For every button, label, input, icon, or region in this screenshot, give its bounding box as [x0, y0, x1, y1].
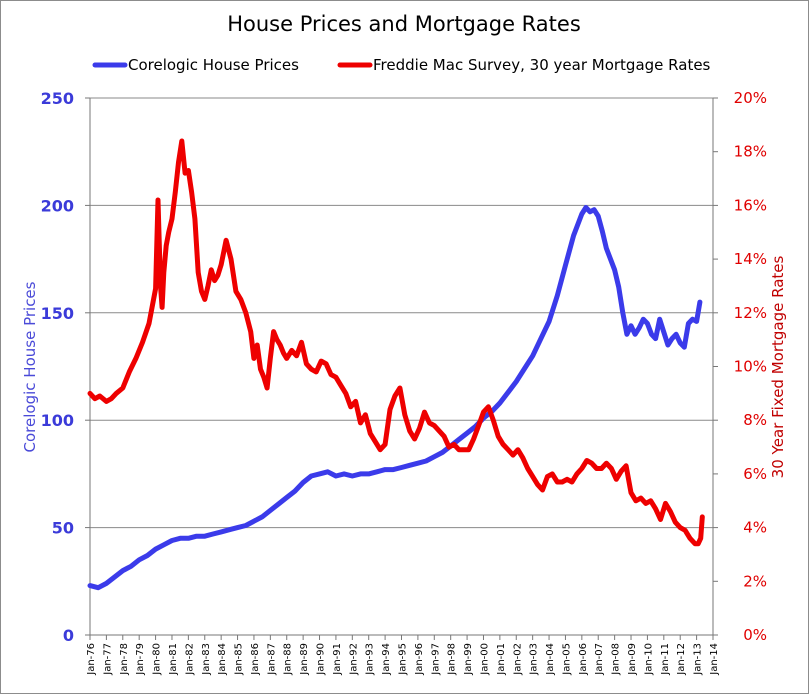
- y-left-tick-label: 0: [63, 626, 74, 645]
- y-left-tick-label: 250: [41, 89, 74, 108]
- x-tick-label: Jan-06: [578, 643, 589, 676]
- x-tick-label: Jan-13: [693, 643, 704, 676]
- axes: [89, 98, 714, 636]
- y-right-tick-label: 12%: [734, 304, 767, 322]
- y-left-tick-label: 200: [41, 196, 74, 215]
- x-tick-label: Jan-09: [627, 643, 638, 676]
- legend-label-house-prices: Corelogic House Prices: [128, 56, 299, 74]
- x-tick-label: Jan-83: [201, 643, 212, 676]
- y-axis-right-title: 30 Year Fixed Mortgage Rates: [769, 256, 787, 479]
- y-axis-left-ticks: 0 50 100 150 200 250: [41, 89, 90, 645]
- x-tick-label: Jan-05: [561, 643, 572, 676]
- x-tick-label: Jan-11: [660, 643, 671, 676]
- y-right-tick-label: 4%: [743, 519, 767, 537]
- x-tick-label: Jan-81: [168, 643, 179, 676]
- series-line-mortgage-rates: [87, 138, 705, 547]
- x-tick-label: Jan-02: [512, 643, 523, 676]
- x-tick-label: Jan-95: [398, 643, 409, 676]
- x-tick-label: Jan-85: [234, 643, 245, 676]
- x-tick-label: Jan-98: [447, 643, 458, 676]
- y-right-tick-label: 6%: [743, 465, 767, 483]
- y-right-tick-label: 16%: [734, 196, 767, 214]
- x-tick-label: Jan-88: [283, 643, 294, 676]
- y-right-tick-label: 10%: [734, 358, 767, 376]
- x-tick-label: Jan-82: [184, 643, 195, 676]
- x-tick-label: Jan-00: [479, 643, 490, 676]
- x-tick-label: Jan-07: [594, 643, 605, 676]
- x-tick-label: Jan-76: [86, 643, 97, 676]
- x-tick-label: Jan-90: [316, 643, 327, 676]
- x-tick-label: Jan-79: [135, 643, 146, 676]
- gridlines: [90, 97, 713, 529]
- x-tick-label: Jan-78: [119, 643, 130, 676]
- x-tick-label: Jan-10: [643, 643, 654, 676]
- y-axis-right-ticks: 0% 2% 4% 6% 8% 10% 12% 14% 16% 18% 20%: [713, 89, 767, 644]
- legend-label-mortgage-rates: Freddie Mac Survey, 30 year Mortgage Rat…: [373, 56, 711, 74]
- y-left-tick-label: 50: [52, 519, 74, 538]
- x-tick-label: Jan-80: [152, 643, 163, 676]
- x-tick-label: Jan-99: [463, 643, 474, 676]
- y-left-tick-label: 150: [41, 304, 74, 323]
- chart-title: House Prices and Mortgage Rates: [227, 12, 581, 36]
- x-tick-label: Jan-77: [102, 643, 113, 676]
- x-tick-label: Jan-96: [414, 643, 425, 676]
- x-tick-label: Jan-03: [529, 643, 540, 676]
- y-right-tick-label: 8%: [743, 411, 767, 429]
- x-tick-label: Jan-87: [266, 643, 277, 676]
- x-tick-label: Jan-08: [611, 643, 622, 676]
- x-tick-label: Jan-14: [709, 643, 720, 676]
- x-tick-label: Jan-91: [332, 643, 343, 676]
- legend: Corelogic House Prices Freddie Mac Surve…: [92, 56, 711, 74]
- x-tick-label: Jan-12: [676, 643, 687, 676]
- x-tick-label: Jan-04: [545, 643, 556, 676]
- x-tick-label: Jan-94: [381, 643, 392, 676]
- x-tick-label: Jan-01: [496, 643, 507, 676]
- x-axis-ticks: Jan-76 Jan-77 Jan-78 Jan-79 Jan-80 Jan-81 Jan-…: [86, 635, 720, 676]
- y-right-tick-label: 2%: [743, 572, 767, 590]
- y-axis-left-title: Corelogic House Prices: [21, 281, 39, 452]
- y-right-tick-label: 18%: [734, 143, 767, 161]
- x-tick-label: Jan-93: [365, 643, 376, 676]
- x-tick-label: Jan-84: [217, 643, 228, 676]
- x-tick-label: Jan-86: [250, 643, 261, 676]
- x-tick-label: Jan-97: [430, 643, 441, 676]
- y-left-tick-label: 100: [41, 411, 74, 430]
- series-lines: [87, 138, 705, 591]
- y-right-tick-label: 0%: [743, 626, 767, 644]
- y-right-tick-label: 14%: [734, 250, 767, 268]
- x-tick-label: Jan-92: [348, 643, 359, 676]
- x-tick-label: Jan-89: [299, 643, 310, 676]
- y-right-tick-label: 20%: [734, 89, 767, 107]
